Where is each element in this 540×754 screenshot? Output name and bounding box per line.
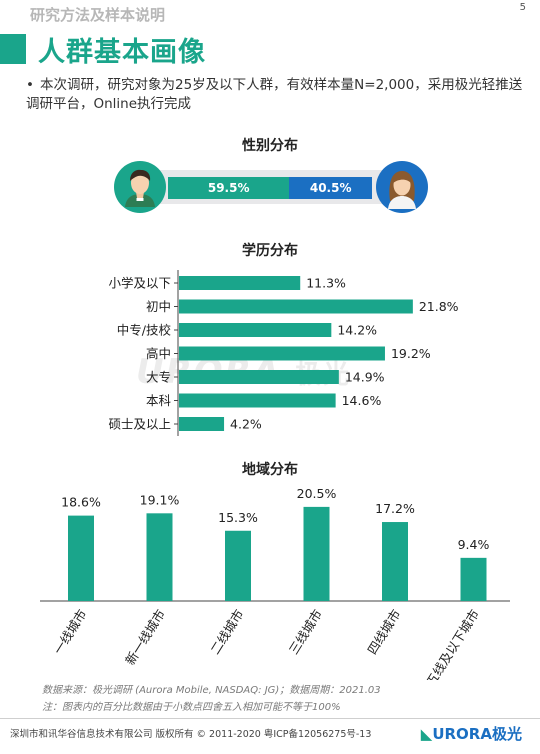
region-category-label: 五线及以下城市 <box>423 607 482 680</box>
region-value-label: 15.3% <box>218 510 258 525</box>
region-category-label: 三线城市 <box>286 607 325 657</box>
region-bar-chart: 18.6% 一线城市 19.1% 新一线城市 15.3% 二线城市 20.5% 三线城市 17.… <box>40 486 510 680</box>
region-chart-title: 地域分布 <box>242 462 298 478</box>
female-avatar-icon <box>376 161 428 213</box>
region-bar <box>225 530 251 601</box>
education-bar-chart: 小学及以下 11.3% 初中 21.8% 中专/技校 14.2% 高中 19.2% 大专 14.9… <box>108 270 459 436</box>
education-value-label: 4.2% <box>230 417 262 432</box>
education-bar <box>179 299 413 314</box>
education-chart-title: 学历分布 <box>242 243 298 259</box>
region-value-label: 18.6% <box>61 495 101 510</box>
region-bar <box>382 522 408 601</box>
gender-label-female: 40.5% <box>309 181 352 195</box>
education-value-label: 11.3% <box>306 276 346 291</box>
education-value-label: 19.2% <box>391 346 431 361</box>
region-value-label: 19.1% <box>140 492 180 507</box>
education-category-label: 本科 <box>146 393 172 408</box>
education-value-label: 21.8% <box>419 299 459 314</box>
region-value-label: 9.4% <box>458 537 490 552</box>
footer-divider <box>0 718 540 719</box>
region-category-label: 四线城市 <box>364 607 403 657</box>
education-bar <box>179 276 301 290</box>
education-value-label: 14.6% <box>342 393 382 408</box>
region-category-label: 一线城市 <box>50 607 89 657</box>
region-bar <box>68 515 94 601</box>
footer-copyright: 深圳市和讯华谷信息技术有限公司 版权所有 © 2011-2020 粤ICP备12… <box>10 729 372 740</box>
page-title: 人群基本画像 <box>38 37 206 68</box>
education-bar <box>179 323 332 337</box>
gender-chart-title: 性别分布 <box>242 138 298 154</box>
education-category-label: 高中 <box>146 346 171 361</box>
bullet-icon: • <box>26 77 34 93</box>
education-category-label: 中专/技校 <box>117 323 172 338</box>
region-category-label: 二线城市 <box>207 607 246 657</box>
education-category-label: 小学及以下 <box>108 276 171 291</box>
intro-text: • 本次调研，研究对象为25岁及以下人群，有效样本量N=2,000，采用极光轻推送… <box>26 76 526 114</box>
male-avatar-icon <box>114 161 166 213</box>
title-accent-bar <box>0 34 26 64</box>
rounding-note: 注：图表内的百分比数据由于小数点四舍五入相加可能不等于100% <box>42 702 341 713</box>
brand-cn: 极光 <box>491 725 522 743</box>
page-number: 5 <box>519 2 526 13</box>
brand-latin: URORA <box>432 725 492 743</box>
education-category-label: 大专 <box>146 370 171 385</box>
region-category-label: 新一线城市 <box>122 607 168 668</box>
section-title: 研究方法及样本说明 <box>30 6 166 24</box>
education-category-label: 硕士及以上 <box>108 417 171 432</box>
gender-label-male: 59.5% <box>207 181 250 195</box>
aurora-logo-icon: ◣URORA极光 <box>421 723 522 744</box>
education-bar <box>179 393 336 408</box>
education-value-label: 14.9% <box>345 370 385 385</box>
region-value-label: 20.5% <box>297 486 337 501</box>
education-bar <box>179 370 339 384</box>
gender-bar-male: 59.5% <box>168 177 290 199</box>
education-bar <box>179 346 385 361</box>
region-value-label: 17.2% <box>375 501 415 516</box>
source-note: 数据来源：极光调研 (Aurora Mobile, NASDAQ: JG)；数据… <box>42 685 381 696</box>
gender-bar-female: 40.5% <box>289 177 372 199</box>
region-bar <box>460 557 487 601</box>
intro-body: 本次调研，研究对象为25岁及以下人群，有效样本量N=2,000，采用极光轻推送调… <box>26 77 523 112</box>
region-bar <box>146 513 173 601</box>
education-category-label: 初中 <box>146 299 171 314</box>
logo-mark: ◣ <box>420 725 433 743</box>
education-bar <box>179 417 225 431</box>
education-value-label: 14.2% <box>337 323 377 338</box>
region-bar <box>303 506 330 601</box>
